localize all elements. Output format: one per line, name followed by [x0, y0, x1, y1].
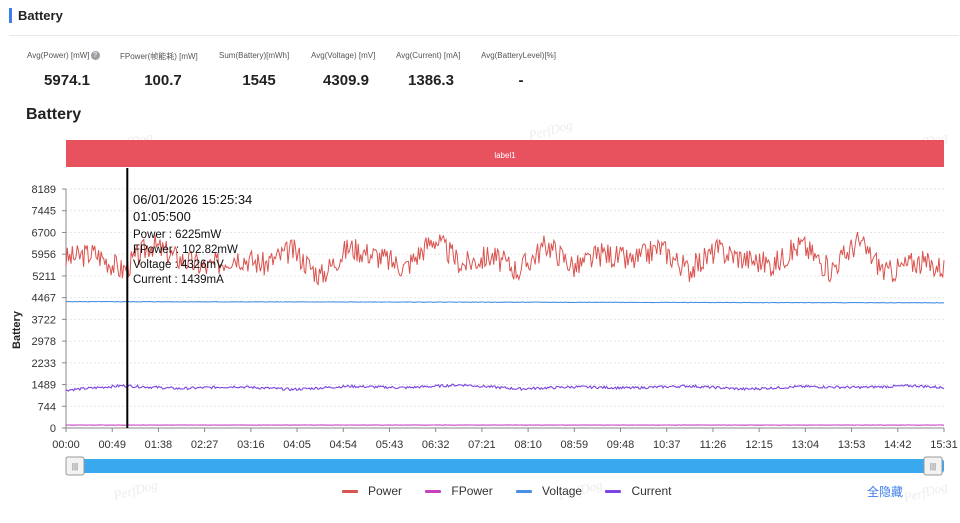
x-tick-label: 08:10	[514, 439, 542, 451]
y-tick-label: 5211	[32, 271, 56, 283]
y-tick-label: 7445	[32, 206, 56, 218]
left-handle-grip: |||	[72, 462, 78, 471]
section-title: Battery	[9, 8, 63, 23]
stat-label-sum-battery: Sum(Battery)[mWh]	[219, 51, 290, 60]
chart-legend: Power FPower Voltage Current	[342, 484, 691, 498]
legend-swatch-current	[605, 490, 622, 494]
legend-swatch-voltage	[516, 490, 533, 494]
x-tick-label: 07:21	[468, 439, 496, 451]
x-tick-label: 13:53	[838, 439, 866, 451]
label-band-text: label1	[494, 151, 516, 160]
y-tick-label: 2978	[32, 336, 56, 348]
stat-value-avg-voltage: 4309.9	[323, 72, 369, 89]
y-tick-label: 4467	[32, 293, 56, 305]
y-tick-label: 2233	[32, 358, 56, 370]
voltage-line	[65, 300, 945, 304]
current-line	[65, 383, 945, 392]
x-tick-label: 06:32	[422, 439, 450, 451]
range-slider-track[interactable]	[66, 459, 944, 473]
x-tick-label: 09:48	[607, 439, 635, 451]
legend-item-current[interactable]: Current	[605, 484, 671, 498]
tooltip-elapsed: 01:05:500	[133, 209, 191, 224]
y-tick-label: 1489	[32, 380, 56, 392]
x-tick-label: 00:49	[98, 439, 126, 451]
tooltip-line: Current : 1439mA	[133, 274, 224, 286]
power-line	[65, 231, 945, 286]
x-tick-label: 15:31	[930, 439, 958, 451]
x-tick-label: 02:27	[191, 439, 219, 451]
stat-label-avg-voltage: Avg(Voltage) [mV]	[311, 51, 376, 60]
x-tick-label: 12:15	[745, 439, 773, 451]
stat-value-avg-current: 1386.3	[408, 72, 454, 89]
watermark-text: PerfDog	[901, 479, 950, 505]
stat-value-avg-power: 5974.1	[44, 72, 90, 89]
tooltip-date: 06/01/2026 15:25:34	[133, 192, 252, 207]
y-axis-label: Battery	[11, 310, 23, 349]
stat-label-avg-battery-level: Avg(BatteryLevel)[%]	[481, 51, 556, 60]
stat-label-avg-power: Avg(Power) [mW]?	[27, 51, 100, 61]
watermark-text: PerfDog	[526, 117, 575, 143]
legend-item-fpower[interactable]: FPower	[425, 484, 493, 498]
x-tick-label: 03:16	[237, 439, 265, 451]
right-handle-grip: |||	[930, 462, 936, 471]
legend-swatch-fpower	[425, 490, 442, 494]
stat-value-avg-battery-level: -	[518, 72, 524, 89]
x-tick-label: 14:42	[884, 439, 912, 451]
stat-value-fpower: 100.7	[144, 72, 182, 89]
label-band	[66, 140, 944, 167]
chart-title: Battery	[26, 106, 82, 123]
watermark-text: PerfDog	[111, 477, 160, 503]
hide-all-button[interactable]: 全隐藏	[867, 485, 904, 499]
legend-item-voltage[interactable]: Voltage	[516, 484, 582, 498]
range-slider-right-handle[interactable]	[923, 456, 943, 476]
legend-swatch-power	[342, 490, 358, 494]
x-tick-label: 00:00	[52, 439, 80, 451]
x-tick-label: 04:05	[283, 439, 311, 451]
y-tick-label: 3722	[32, 314, 56, 326]
section-divider	[9, 35, 959, 36]
y-tick-label: 8189	[32, 184, 56, 196]
help-icon[interactable]: ?	[90, 51, 100, 61]
tooltip-line: Power : 6225mW	[133, 229, 221, 241]
x-tick-label: 08:59	[561, 439, 589, 451]
stat-label-fpower: FPower(帧能耗) [mW]	[120, 52, 198, 61]
y-tick-label: 0	[50, 423, 56, 435]
tooltip-line: Voltage : 4326mV	[133, 259, 224, 271]
x-tick-label: 10:37	[653, 439, 681, 451]
tooltip-line: FPower : 102.82mW	[133, 244, 238, 256]
legend-item-power[interactable]: Power	[342, 484, 402, 498]
x-tick-label: 01:38	[145, 439, 173, 451]
y-tick-label: 5956	[32, 249, 56, 261]
y-tick-label: 6700	[32, 227, 56, 239]
x-tick-label: 05:43	[376, 439, 404, 451]
x-tick-label: 04:54	[329, 439, 357, 451]
range-slider-left-handle[interactable]	[65, 456, 85, 476]
stat-value-sum-battery: 1545	[242, 72, 276, 89]
stat-label-avg-current: Avg(Current) [mA]	[396, 51, 461, 60]
x-tick-label: 13:04	[792, 439, 820, 451]
x-tick-label: 11:26	[700, 439, 727, 451]
y-tick-label: 744	[38, 401, 56, 413]
